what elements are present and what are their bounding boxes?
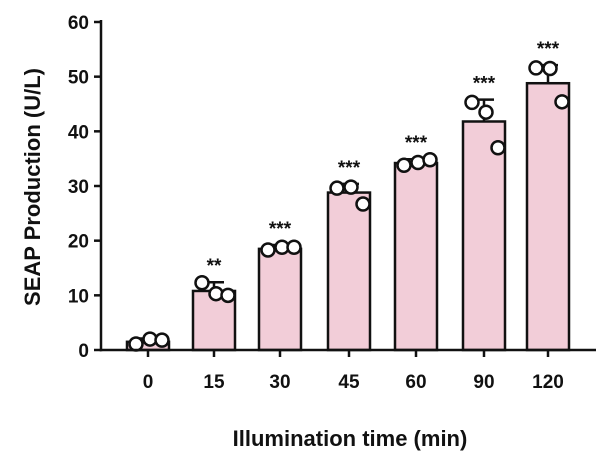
data-point-60-3 [422,152,438,168]
tick-labels-group: 0 15 30 45 60 90 120 0 10 20 30 40 50 60 [68,13,564,393]
x-axis-title: Illumination time (min) [233,426,468,451]
significance-120: *** [537,39,560,60]
data-point-45-3 [355,196,371,212]
data-point-30-1 [260,242,276,258]
data-point-120-2 [542,60,558,77]
bar-30 [257,247,303,352]
significance-group: ***************** [207,39,560,277]
bar-90 [461,120,507,352]
bar-60 [393,161,439,352]
significance-90: *** [473,74,496,95]
significance-60: *** [405,133,428,154]
data-point-90-3 [490,139,506,156]
data-point-0-1 [128,336,144,352]
data-point-45-2 [343,179,359,195]
data-point-30-3 [286,239,302,255]
x-tick-label-90: 90 [473,372,494,393]
significance-45: *** [338,158,361,179]
x-tick-label-0: 0 [143,372,154,393]
data-point-15-3 [220,287,236,304]
y-tick-label-50: 50 [68,68,89,89]
significance-30: *** [269,219,292,240]
data-point-45-1 [329,180,345,196]
bar-120 [525,81,571,352]
x-tick-label-15: 15 [203,372,225,393]
y-tick-label-30: 30 [68,177,89,198]
data-point-15-1 [194,275,210,291]
data-point-90-2 [478,104,494,120]
y-axis-title: SEAP Production (U/L) [20,68,45,306]
data-point-60-1 [396,157,412,173]
data-point-120-3 [554,94,570,110]
y-tick-label-60: 60 [68,13,89,34]
y-tick-label-40: 40 [68,122,89,143]
y-tick-label-0: 0 [78,341,89,362]
significance-15: ** [207,256,222,277]
x-tick-label-45: 45 [338,372,360,393]
bar-45 [326,191,372,352]
x-tick-label-60: 60 [405,372,426,393]
y-tick-label-10: 10 [68,286,89,307]
bars-group [125,81,571,352]
data-point-90-1 [464,94,480,111]
data-point-0-3 [154,332,170,348]
y-tick-label-20: 20 [68,232,89,253]
x-tick-label-120: 120 [532,372,564,393]
axes-group [94,20,596,357]
data-point-120-1 [528,60,544,76]
x-tick-label-30: 30 [269,372,290,393]
